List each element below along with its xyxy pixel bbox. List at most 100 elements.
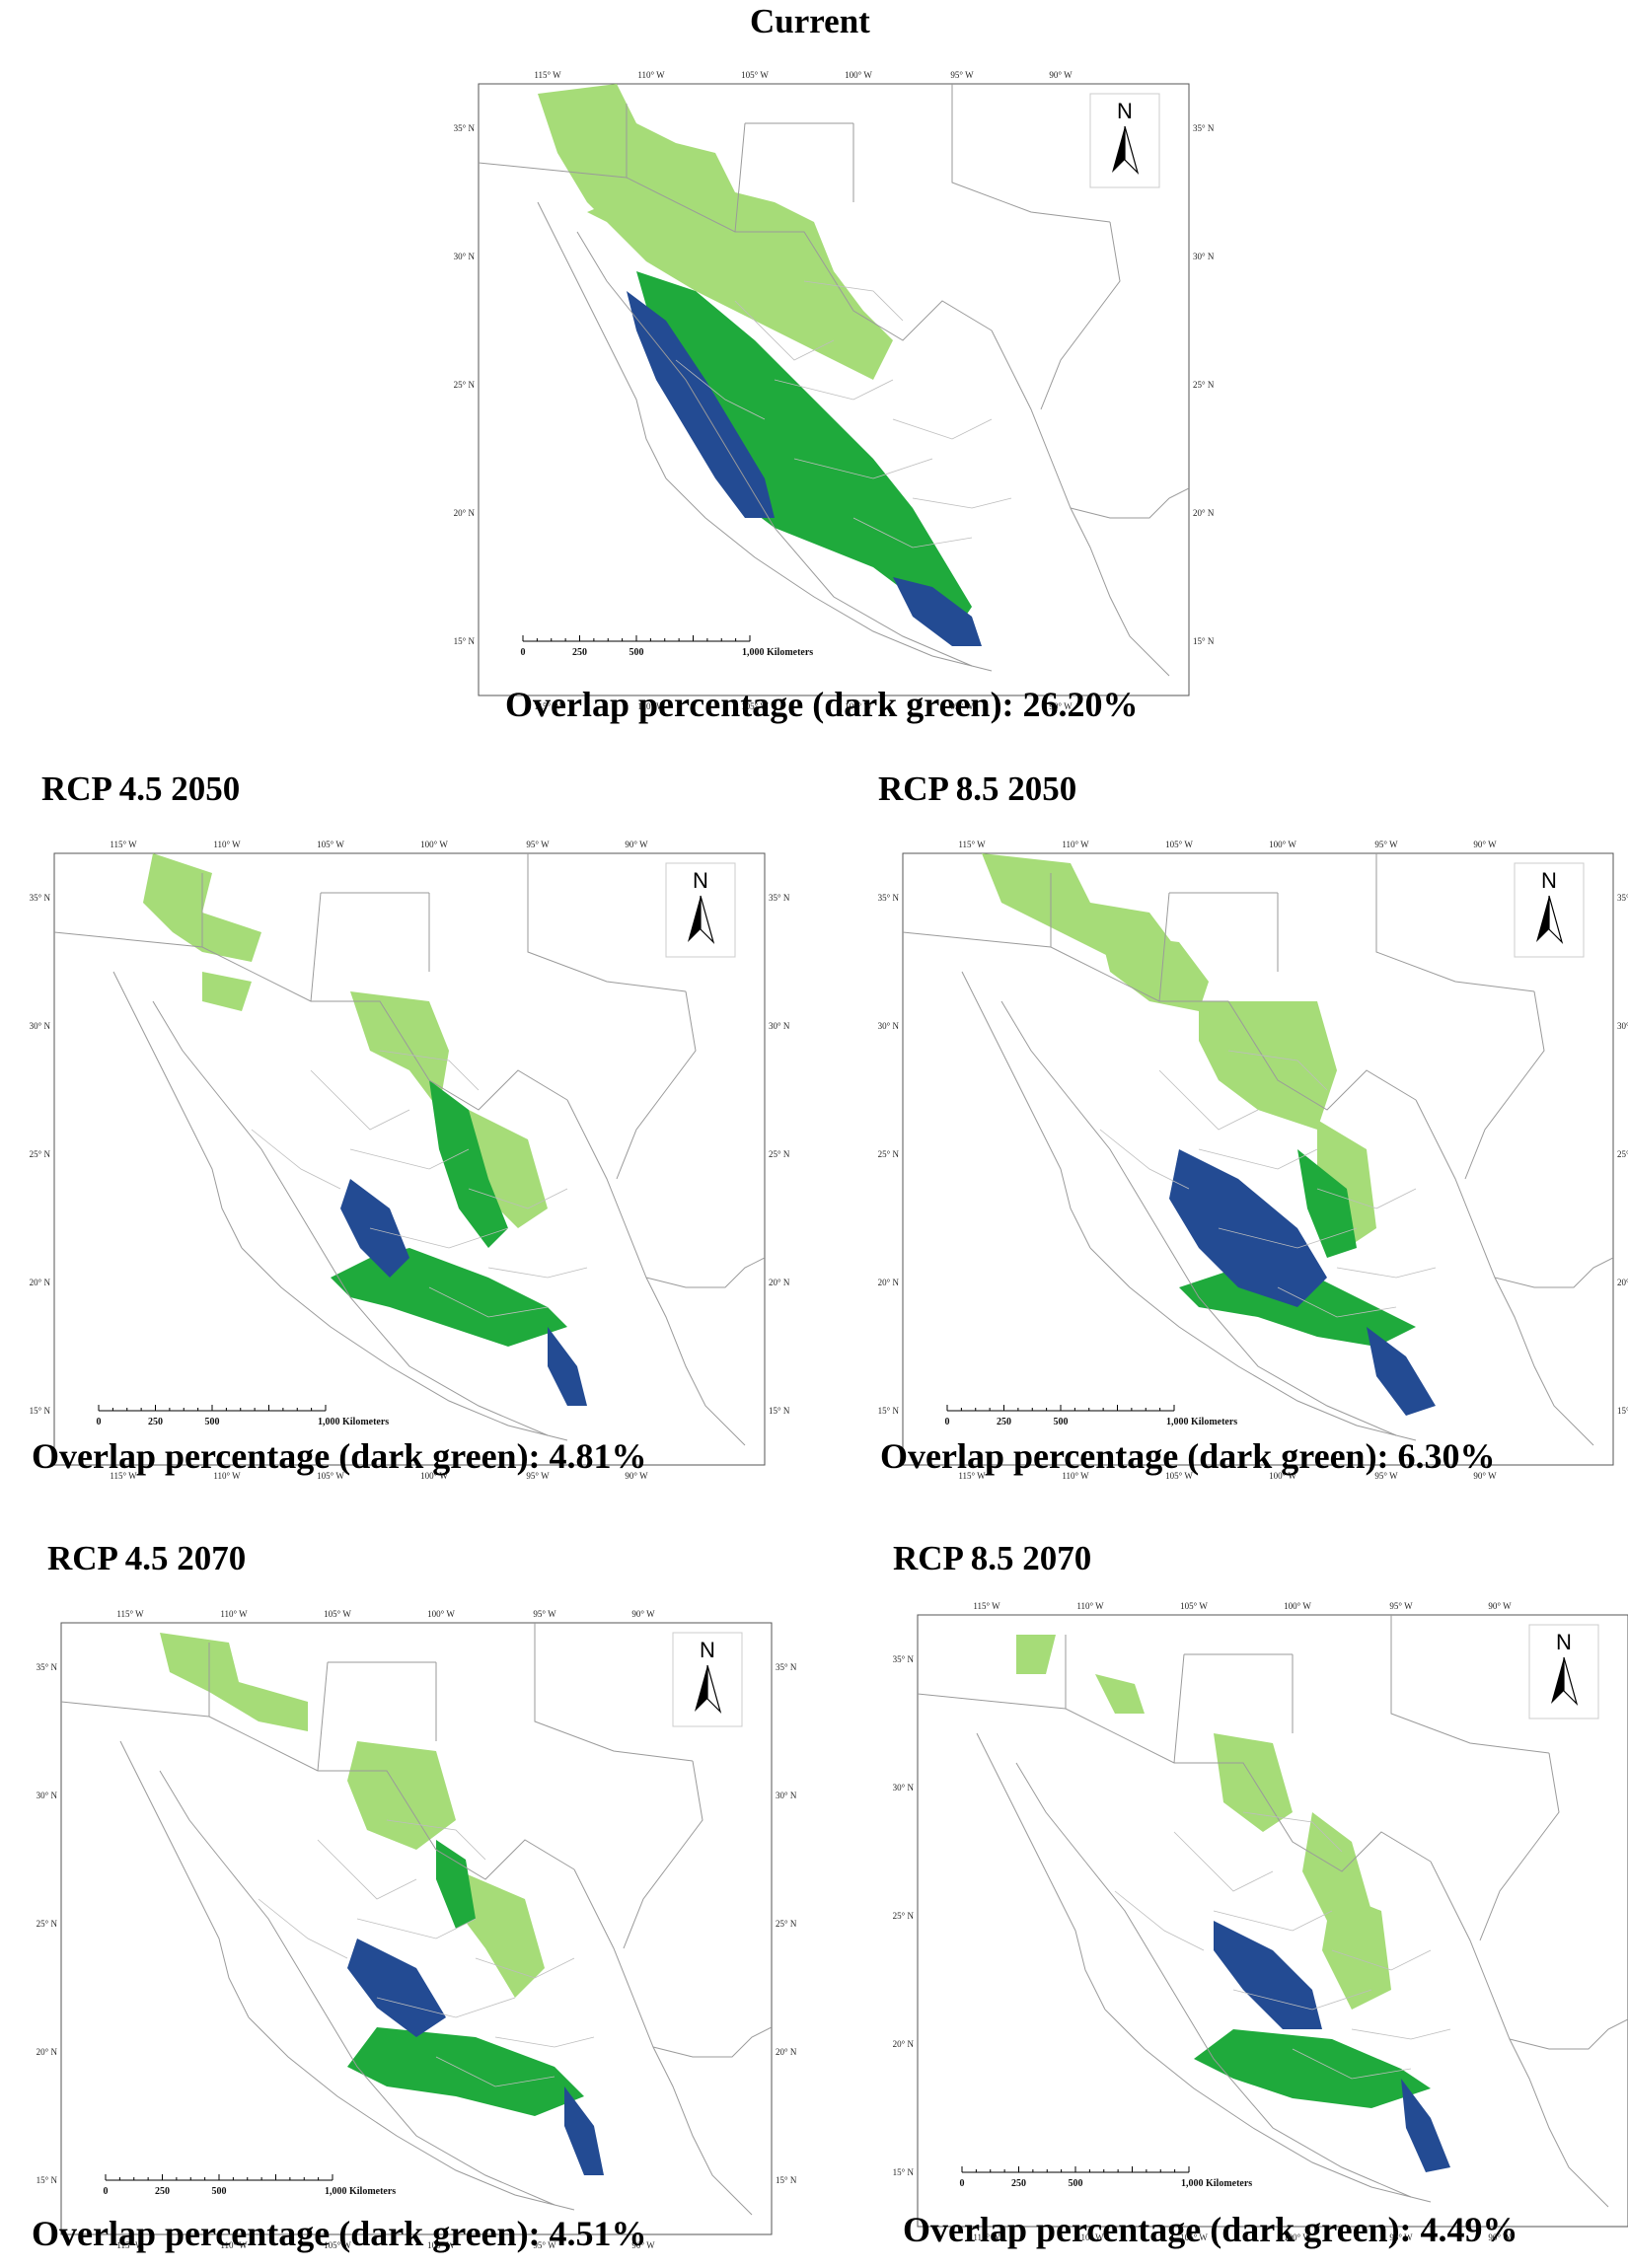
range-light-green <box>1095 1674 1145 1714</box>
lat-tick-left: 20° N <box>454 508 476 518</box>
state-line <box>1198 1148 1318 1170</box>
lon-tick-top: 100° W <box>420 840 448 849</box>
range-blue <box>1401 2079 1450 2172</box>
lat-tick-left: 30° N <box>30 1021 51 1031</box>
panel-title-rcp45-2070: RCP 4.5 2070 <box>47 1539 247 1577</box>
range-light-green <box>456 1869 545 1998</box>
lat-tick-left: 25° N <box>893 1911 915 1921</box>
boundary-line <box>1065 1635 1294 1733</box>
boundary-line <box>734 84 1111 233</box>
state-line <box>386 1819 486 1861</box>
north-arrow-icon <box>1548 895 1564 945</box>
lon-tick-bottom: 115° W <box>973 2232 1000 2242</box>
range-blue <box>340 1179 409 1278</box>
lon-tick-top: 115° W <box>110 840 137 849</box>
state-line <box>774 379 894 401</box>
map-svg: 115° W 115° W 110° W 110° W 105° W 105° W 100°… <box>878 840 1628 1481</box>
north-arrow-icon <box>706 1664 722 1715</box>
lon-tick-bottom: 105° W <box>1165 1471 1193 1481</box>
map-rcp85-2050: 115° W 115° W 110° W 110° W 105° W 105° W 100°… <box>863 829 1628 1481</box>
lon-tick-top: 100° W <box>845 70 872 80</box>
lat-tick-right: 20° N <box>776 2047 797 2057</box>
range-blue <box>1169 1149 1327 1307</box>
scale-label: 1,000 Kilometers <box>742 647 813 658</box>
scale-label: 500 <box>629 647 644 658</box>
lat-tick-left: 15° N <box>37 2175 58 2185</box>
lon-tick-top: 105° W <box>324 1609 351 1619</box>
north-label: N <box>1541 868 1557 893</box>
range-blue <box>893 577 982 646</box>
state-line <box>1158 1069 1259 1131</box>
boundary-line <box>645 1257 765 1288</box>
state-line <box>317 1839 417 1900</box>
scale-label: 0 <box>97 1417 102 1427</box>
panel-title-rcp85-2050: RCP 8.5 2050 <box>878 769 1077 808</box>
north-arrow-icon <box>1551 1657 1564 1704</box>
scale-label: 1,000 Kilometers <box>318 1417 389 1427</box>
scale-label: 500 <box>205 1417 220 1427</box>
lat-tick-right: 30° N <box>769 1021 790 1031</box>
range-blue <box>548 1327 587 1406</box>
lat-tick-left: 20° N <box>878 1278 900 1287</box>
boundary-line <box>1070 487 1189 519</box>
lon-tick-top: 90° W <box>631 1609 655 1619</box>
lon-tick-bottom: 100° W <box>427 2240 455 2250</box>
boundary-line <box>317 1623 694 1772</box>
state-line <box>1242 1811 1343 1853</box>
lat-tick-left: 25° N <box>37 1919 58 1929</box>
caption-rcp45-2070: Overlap percentage (dark green): 4.51% <box>32 2214 647 2253</box>
north-arrow-icon <box>688 896 701 942</box>
scale-label: 250 <box>148 1417 163 1427</box>
boundary-line <box>159 1770 555 2206</box>
lon-tick-top: 90° W <box>1473 840 1497 849</box>
lat-tick-right: 35° N <box>776 1662 797 1672</box>
state-line <box>1218 1227 1358 1249</box>
lat-tick-right: 20° N <box>1617 1278 1628 1287</box>
boundary-line <box>1430 1861 1609 2208</box>
lat-tick-right: 35° N <box>1617 893 1628 903</box>
state-line <box>435 2056 555 2087</box>
lon-tick-bottom: 100° W <box>420 1471 448 1481</box>
boundary-line <box>652 2026 772 2058</box>
lon-tick-top: 105° W <box>741 70 769 80</box>
boundary-line <box>1040 221 1121 410</box>
lat-tick-left: 35° N <box>37 1662 58 1672</box>
map-rcp45-2050: 115° W 115° W 110° W 110° W 105° W 105° W 100°… <box>15 829 804 1481</box>
boundary-line <box>991 329 1170 677</box>
lon-tick-top: 115° W <box>958 840 986 849</box>
range-dark-green <box>436 1840 476 1929</box>
lat-tick-left: 35° N <box>893 1654 915 1664</box>
boundary-line <box>119 1740 250 2018</box>
boundary-line <box>1015 1762 1412 2198</box>
lat-tick-right: 15° N <box>769 1406 790 1416</box>
range-light-green <box>1322 1891 1391 2010</box>
state-line <box>793 458 933 479</box>
lon-tick-top: 110° W <box>637 70 665 80</box>
range-light-green <box>160 1633 308 1731</box>
lon-tick-bottom: 95° W <box>950 701 974 711</box>
map-frame <box>917 1614 1628 2228</box>
state-line <box>1277 1286 1397 1318</box>
map-rcp85-2070: 115° W 115° W 110° W 110° W 105° W 105° W 100°… <box>878 1590 1628 2242</box>
lon-tick-bottom: 105° W <box>324 2240 351 2250</box>
range-blue <box>1367 1327 1436 1416</box>
lat-tick-left: 25° N <box>454 380 476 390</box>
scale-label: 0 <box>521 647 526 658</box>
map-svg: 115° W 115° W 110° W 110° W 105° W 105° W 100°… <box>30 840 790 1481</box>
range-blue <box>347 1939 446 2037</box>
map-frame <box>902 852 1614 1466</box>
lat-tick-right: 15° N <box>1617 1406 1628 1416</box>
boundary-line <box>903 931 1417 1111</box>
boundary-line <box>1494 1257 1613 1288</box>
scale-label: 1,000 Kilometers <box>1181 2178 1252 2189</box>
scale-label: 0 <box>104 2186 109 2197</box>
lon-tick-bottom: 90° W <box>631 2240 655 2250</box>
lat-tick-right: 15° N <box>1193 636 1215 646</box>
scale-label: 0 <box>960 2178 965 2189</box>
boundary-line <box>241 1247 568 1441</box>
scale-label: 0 <box>945 1417 950 1427</box>
scale-label: 250 <box>997 1417 1011 1427</box>
north-arrow-icon <box>1563 1656 1579 1707</box>
lon-tick-bottom: 115° W <box>116 2240 144 2250</box>
boundary-line <box>152 1000 549 1436</box>
